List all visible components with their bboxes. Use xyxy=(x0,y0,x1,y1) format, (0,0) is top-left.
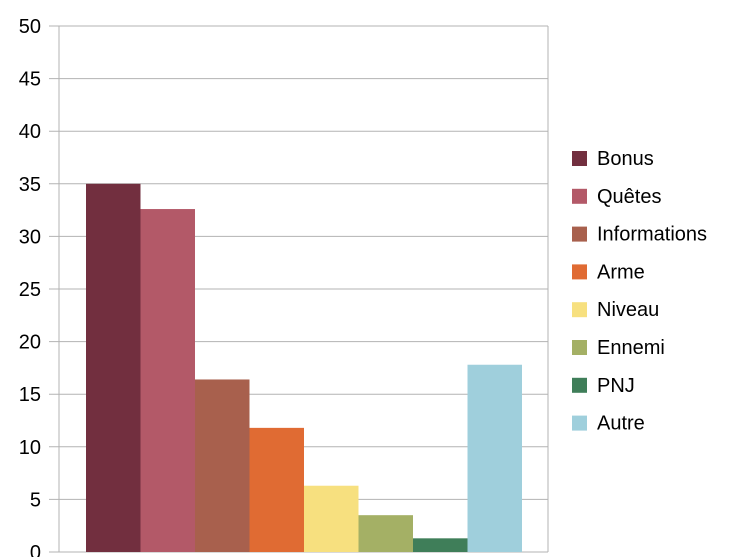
y-tick-label: 10 xyxy=(19,437,41,459)
y-tick-label: 0 xyxy=(30,542,41,557)
bar-ennemi xyxy=(358,515,413,552)
y-tick-label: 45 xyxy=(19,69,41,91)
y-tick-label: 25 xyxy=(19,279,41,301)
bar-niveau xyxy=(304,485,359,552)
legend: Bonus Quêtes Informations Arme Niveau Ennemi P… xyxy=(572,148,707,435)
y-tick-label: 20 xyxy=(19,332,41,354)
legend-label: Autre xyxy=(597,413,645,435)
legend-swatch xyxy=(572,188,587,204)
y-tick-label: 5 xyxy=(30,489,41,511)
legend-swatch xyxy=(572,226,587,242)
legend-label: Arme xyxy=(597,261,645,283)
y-tick-label: 40 xyxy=(19,121,41,143)
legend-swatch xyxy=(572,340,587,355)
y-tick-label: 15 xyxy=(19,384,41,406)
legend-label: Ennemi xyxy=(597,337,665,359)
axes xyxy=(58,26,549,552)
legend-label: Informations xyxy=(597,224,707,246)
bars xyxy=(86,183,522,553)
legend-swatch xyxy=(572,377,587,393)
legend-swatch xyxy=(572,264,587,280)
legend-label: PNJ xyxy=(597,375,635,397)
bar-autre xyxy=(467,364,522,552)
y-tick-label: 30 xyxy=(19,226,41,248)
bar-pnj xyxy=(413,538,468,552)
bar-arme xyxy=(249,427,304,552)
y-tick-label: 50 xyxy=(19,16,41,38)
legend-label: Niveau xyxy=(597,299,659,321)
y-tick-label: 35 xyxy=(19,174,41,196)
y-tick-labels: 0 5 10 15 20 25 30 35 40 45 50 xyxy=(19,16,41,557)
legend-swatch xyxy=(572,151,587,166)
legend-label: Bonus xyxy=(597,148,654,170)
legend-swatch xyxy=(572,415,587,431)
legend-label: Quêtes xyxy=(597,186,661,208)
legend-swatch xyxy=(572,302,587,318)
bar-informations xyxy=(195,379,250,552)
bar-bonus xyxy=(86,183,141,553)
bar-quêtes xyxy=(140,209,195,552)
